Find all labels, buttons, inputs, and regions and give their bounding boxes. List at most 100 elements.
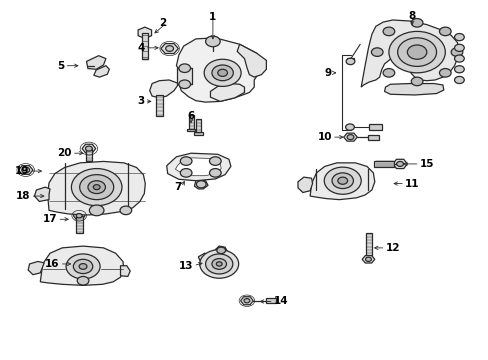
Circle shape [205, 36, 220, 47]
Polygon shape [94, 66, 109, 77]
Polygon shape [392, 159, 407, 168]
Text: 20: 20 [57, 148, 72, 158]
Circle shape [397, 38, 436, 66]
Bar [187, 129, 195, 131]
Polygon shape [47, 161, 145, 215]
Circle shape [205, 254, 232, 274]
Text: 1: 1 [209, 13, 216, 22]
Text: 8: 8 [408, 11, 415, 21]
Circle shape [454, 55, 463, 62]
Circle shape [120, 206, 131, 215]
Text: 13: 13 [179, 261, 193, 271]
Polygon shape [82, 144, 96, 153]
Polygon shape [161, 44, 178, 54]
Circle shape [209, 168, 221, 177]
Bar [196, 118, 201, 134]
Bar [266, 298, 276, 303]
Polygon shape [176, 38, 264, 102]
Polygon shape [166, 153, 230, 181]
Circle shape [77, 276, 89, 285]
Polygon shape [343, 133, 357, 141]
Circle shape [179, 64, 190, 72]
Bar [85, 149, 92, 161]
Circle shape [407, 45, 426, 59]
Circle shape [388, 31, 445, 73]
Polygon shape [237, 44, 266, 77]
Text: 16: 16 [45, 259, 60, 269]
Polygon shape [361, 20, 458, 87]
Circle shape [71, 168, 122, 206]
Circle shape [89, 205, 104, 216]
Text: 5: 5 [57, 61, 64, 71]
Polygon shape [138, 27, 151, 39]
Polygon shape [73, 212, 85, 220]
Circle shape [217, 69, 227, 76]
Text: 15: 15 [419, 159, 433, 169]
Circle shape [331, 173, 353, 189]
Polygon shape [198, 253, 212, 263]
Circle shape [454, 66, 463, 73]
Polygon shape [240, 297, 253, 305]
Text: 12: 12 [385, 243, 399, 253]
Bar [369, 124, 381, 130]
Circle shape [454, 33, 463, 41]
Text: 9: 9 [324, 68, 331, 78]
Polygon shape [309, 163, 374, 200]
Bar [177, 68, 192, 84]
Text: 18: 18 [16, 191, 30, 201]
Text: 7: 7 [174, 182, 181, 192]
Bar [188, 115, 194, 130]
Circle shape [324, 167, 361, 194]
Circle shape [211, 65, 233, 81]
Polygon shape [362, 256, 374, 263]
Polygon shape [19, 166, 33, 174]
Polygon shape [86, 56, 106, 69]
Bar [194, 132, 202, 135]
Circle shape [211, 258, 226, 269]
Circle shape [203, 59, 241, 86]
Polygon shape [194, 181, 207, 189]
Text: 19: 19 [15, 166, 30, 176]
Polygon shape [175, 158, 221, 176]
Text: 4: 4 [137, 43, 144, 53]
Circle shape [345, 124, 354, 130]
Polygon shape [384, 84, 443, 95]
Polygon shape [34, 187, 50, 202]
Text: 6: 6 [187, 111, 194, 121]
Circle shape [73, 259, 93, 274]
Circle shape [346, 135, 353, 140]
Circle shape [410, 18, 422, 27]
Circle shape [382, 27, 394, 36]
Circle shape [439, 27, 450, 36]
Circle shape [88, 181, 105, 194]
Text: 2: 2 [159, 18, 166, 28]
Circle shape [165, 46, 173, 51]
Circle shape [450, 48, 462, 57]
Circle shape [346, 58, 354, 64]
Circle shape [454, 76, 463, 84]
Bar [346, 58, 354, 60]
Circle shape [180, 168, 192, 177]
Polygon shape [40, 246, 123, 285]
Circle shape [200, 249, 238, 278]
Polygon shape [149, 80, 179, 98]
Circle shape [66, 254, 100, 279]
Circle shape [196, 181, 205, 188]
Circle shape [454, 44, 463, 51]
Circle shape [180, 157, 192, 165]
Polygon shape [120, 266, 130, 276]
Circle shape [209, 157, 221, 165]
Text: 17: 17 [42, 214, 57, 224]
Polygon shape [215, 246, 227, 254]
Circle shape [80, 175, 114, 200]
Circle shape [85, 146, 92, 151]
Circle shape [410, 77, 422, 86]
Bar [373, 161, 393, 167]
Bar [368, 135, 378, 140]
Circle shape [216, 262, 222, 266]
Text: 3: 3 [137, 96, 144, 107]
Circle shape [365, 257, 371, 261]
Circle shape [179, 80, 190, 89]
Polygon shape [210, 84, 244, 102]
Circle shape [93, 185, 100, 190]
